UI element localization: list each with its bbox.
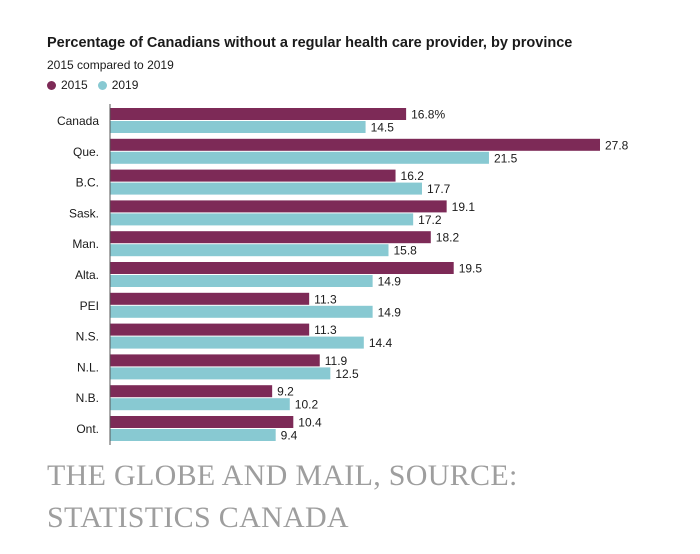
legend-item-2015: 2015 <box>47 78 88 92</box>
bar-2015 <box>110 138 600 151</box>
bar-2015 <box>110 169 396 182</box>
source-credit: THE GLOBE AND MAIL, SOURCE: STATISTICS C… <box>47 459 518 534</box>
category-label: Man. <box>72 237 99 251</box>
data-label-2019: 14.9 <box>378 275 402 289</box>
bar-2015 <box>110 323 310 336</box>
data-label-2015: 18.2 <box>436 231 460 245</box>
category-label: N.B. <box>76 391 99 405</box>
data-label-2015: 16.2 <box>401 169 425 183</box>
chart-subtitle: 2015 compared to 2019 <box>47 58 174 72</box>
bar-2015 <box>110 262 454 274</box>
bar-2019 <box>110 398 290 411</box>
data-label-2019: 15.8 <box>393 244 417 258</box>
category-label: PEI <box>80 299 99 313</box>
bar-2015 <box>110 416 294 428</box>
data-label-2015: 19.1 <box>452 200 476 214</box>
category-label: N.L. <box>77 360 99 374</box>
bar-2015 <box>110 108 407 120</box>
data-label-2015: 10.4 <box>298 416 322 430</box>
data-label-2019: 12.5 <box>335 367 359 381</box>
data-label-2019: 14.4 <box>369 336 393 350</box>
data-label-2019: 10.2 <box>295 398 319 412</box>
bar-2015 <box>110 231 431 244</box>
data-label-2015: 16.8% <box>411 108 445 122</box>
data-label-2019: 17.2 <box>418 213 442 227</box>
data-label-2015: 27.8 <box>605 138 629 152</box>
category-label: N.S. <box>76 330 99 344</box>
legend-label-2019: 2019 <box>111 78 139 92</box>
data-label-2015: 11.3 <box>314 323 337 337</box>
data-label-2015: 19.5 <box>459 262 483 276</box>
category-label: Canada <box>57 114 99 128</box>
chart-title: Percentage of Canadians without a regula… <box>47 35 573 51</box>
data-label-2019: 21.5 <box>494 151 518 165</box>
bar-2019 <box>110 367 331 380</box>
legend: 2015 2019 <box>47 78 148 92</box>
category-label: Alta. <box>75 268 99 282</box>
bar-2019 <box>110 182 422 195</box>
bar-2019 <box>110 151 489 164</box>
bar-2015 <box>110 354 320 367</box>
data-label-2019: 14.5 <box>371 121 395 135</box>
legend-swatch-2019 <box>97 80 107 90</box>
data-label-2015: 11.9 <box>325 354 348 368</box>
category-label: Sask. <box>69 206 99 220</box>
bar-2015 <box>110 385 273 398</box>
bar-2015 <box>110 292 310 305</box>
data-label-2015: 9.2 <box>277 385 294 399</box>
legend-label-2015: 2015 <box>61 78 88 92</box>
bar-2015 <box>110 200 447 213</box>
bar-2019 <box>110 244 389 257</box>
category-label: Que. <box>73 145 99 159</box>
legend-swatch-2015 <box>47 80 56 90</box>
bar-2019 <box>110 305 373 318</box>
legend-item-2019: 2019 <box>97 78 139 92</box>
bar-2019 <box>110 121 366 133</box>
bar-2019 <box>110 336 364 349</box>
category-label: B.C. <box>76 176 99 190</box>
data-label-2019: 9.4 <box>281 429 298 443</box>
bar-2019 <box>110 213 414 226</box>
data-label-2019: 14.9 <box>378 305 402 319</box>
data-label-2015: 11.3 <box>314 292 337 306</box>
data-label-2019: 17.7 <box>427 182 451 196</box>
category-label: Ont. <box>76 422 99 436</box>
bar-2019 <box>110 429 276 441</box>
bar-2019 <box>110 275 373 287</box>
